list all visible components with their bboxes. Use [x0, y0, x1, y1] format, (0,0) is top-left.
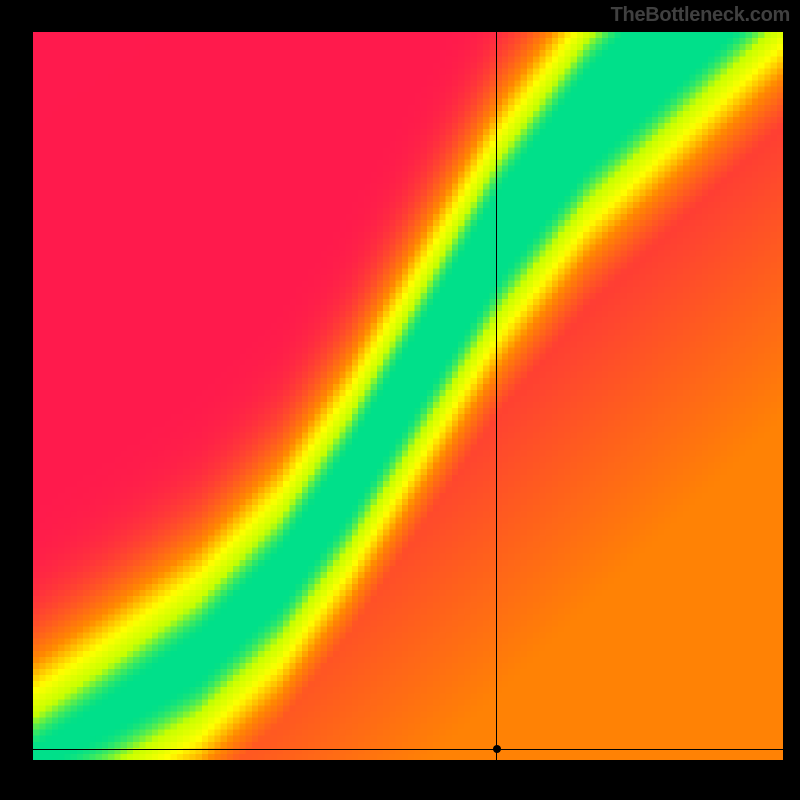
watermark-text: TheBottleneck.com [611, 4, 790, 27]
chart-container: TheBottleneck.com [0, 0, 800, 800]
bottleneck-heatmap [33, 32, 783, 760]
